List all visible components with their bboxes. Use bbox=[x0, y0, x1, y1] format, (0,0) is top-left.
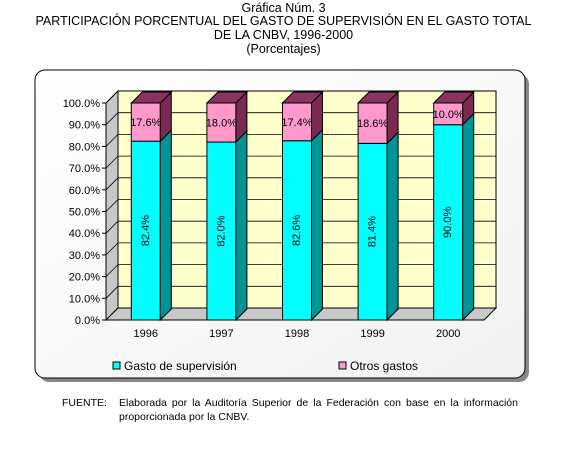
legend-swatch bbox=[338, 361, 347, 370]
legend-label: Gasto de supervisión bbox=[124, 359, 237, 373]
bar-top bbox=[130, 91, 173, 104]
gridline-side bbox=[105, 90, 119, 104]
data-label: 82.0% bbox=[215, 215, 227, 246]
data-label: 18.0% bbox=[206, 118, 237, 130]
x-tick-label: 1997 bbox=[209, 328, 233, 340]
data-label: 81.4% bbox=[367, 216, 379, 247]
y-tick-label: 80.0% bbox=[69, 141, 100, 153]
gridline-side bbox=[105, 177, 119, 191]
x-tick-label: 1996 bbox=[134, 328, 158, 340]
bar-side bbox=[235, 129, 248, 322]
data-label: 18.6% bbox=[357, 118, 388, 130]
gridline-side bbox=[105, 220, 119, 234]
y-tick-label: 20.0% bbox=[69, 272, 100, 284]
gridline-side bbox=[105, 112, 119, 125]
bar-top bbox=[205, 91, 249, 104]
chart-subtitle: (Porcentajes) bbox=[246, 42, 321, 56]
bar-top bbox=[356, 91, 400, 104]
data-label: 17.6% bbox=[130, 117, 161, 129]
bar-side bbox=[159, 128, 172, 322]
gridline-side bbox=[105, 134, 119, 147]
x-tick-label: 1998 bbox=[285, 328, 309, 340]
x-tick-label: 2000 bbox=[436, 328, 460, 340]
chart-title-line-2: DE LA CNBV, 1996-2000 bbox=[213, 28, 354, 42]
bar-side bbox=[386, 131, 399, 322]
data-label: 10.0% bbox=[433, 109, 464, 121]
legend-swatch bbox=[112, 361, 121, 370]
chart-title-line-1: PARTICIPACIÓN PORCENTUAL DEL GASTO DE SU… bbox=[35, 14, 532, 28]
gridline-side bbox=[105, 242, 119, 256]
data-label: 17.4% bbox=[281, 117, 312, 129]
bar-top bbox=[432, 91, 475, 104]
figure-label: Gráfica Núm. 3 bbox=[241, 1, 326, 15]
bar-front bbox=[282, 102, 312, 142]
bar-side bbox=[462, 112, 475, 322]
y-tick-label: 60.0% bbox=[69, 185, 100, 197]
data-label: 90.0% bbox=[442, 207, 454, 238]
bar-side bbox=[311, 128, 323, 322]
data-label: 82.6% bbox=[291, 215, 303, 246]
bar-front bbox=[357, 102, 388, 144]
y-tick-label: 90.0% bbox=[69, 120, 100, 132]
y-tick-label: 0.0% bbox=[75, 315, 100, 327]
bar-top bbox=[281, 91, 324, 104]
gridline-side bbox=[105, 199, 119, 212]
gridline-side bbox=[105, 286, 119, 299]
gridline-side bbox=[105, 155, 119, 169]
y-tick-label: 100.0% bbox=[63, 98, 101, 110]
source-label: FUENTE: bbox=[62, 397, 107, 409]
y-tick-label: 40.0% bbox=[69, 228, 100, 240]
y-tick-label: 30.0% bbox=[69, 250, 100, 262]
gridline-side bbox=[105, 264, 119, 277]
data-label: 82.4% bbox=[140, 215, 152, 246]
x-tick-label: 1999 bbox=[360, 328, 384, 340]
source-text: Elaborada por la Auditoría Superior de l… bbox=[119, 397, 518, 423]
y-tick-label: 50.0% bbox=[69, 207, 100, 219]
y-tick-label: 70.0% bbox=[69, 163, 100, 175]
legend-label: Otros gastos bbox=[350, 359, 418, 373]
y-tick-label: 10.0% bbox=[69, 293, 100, 305]
